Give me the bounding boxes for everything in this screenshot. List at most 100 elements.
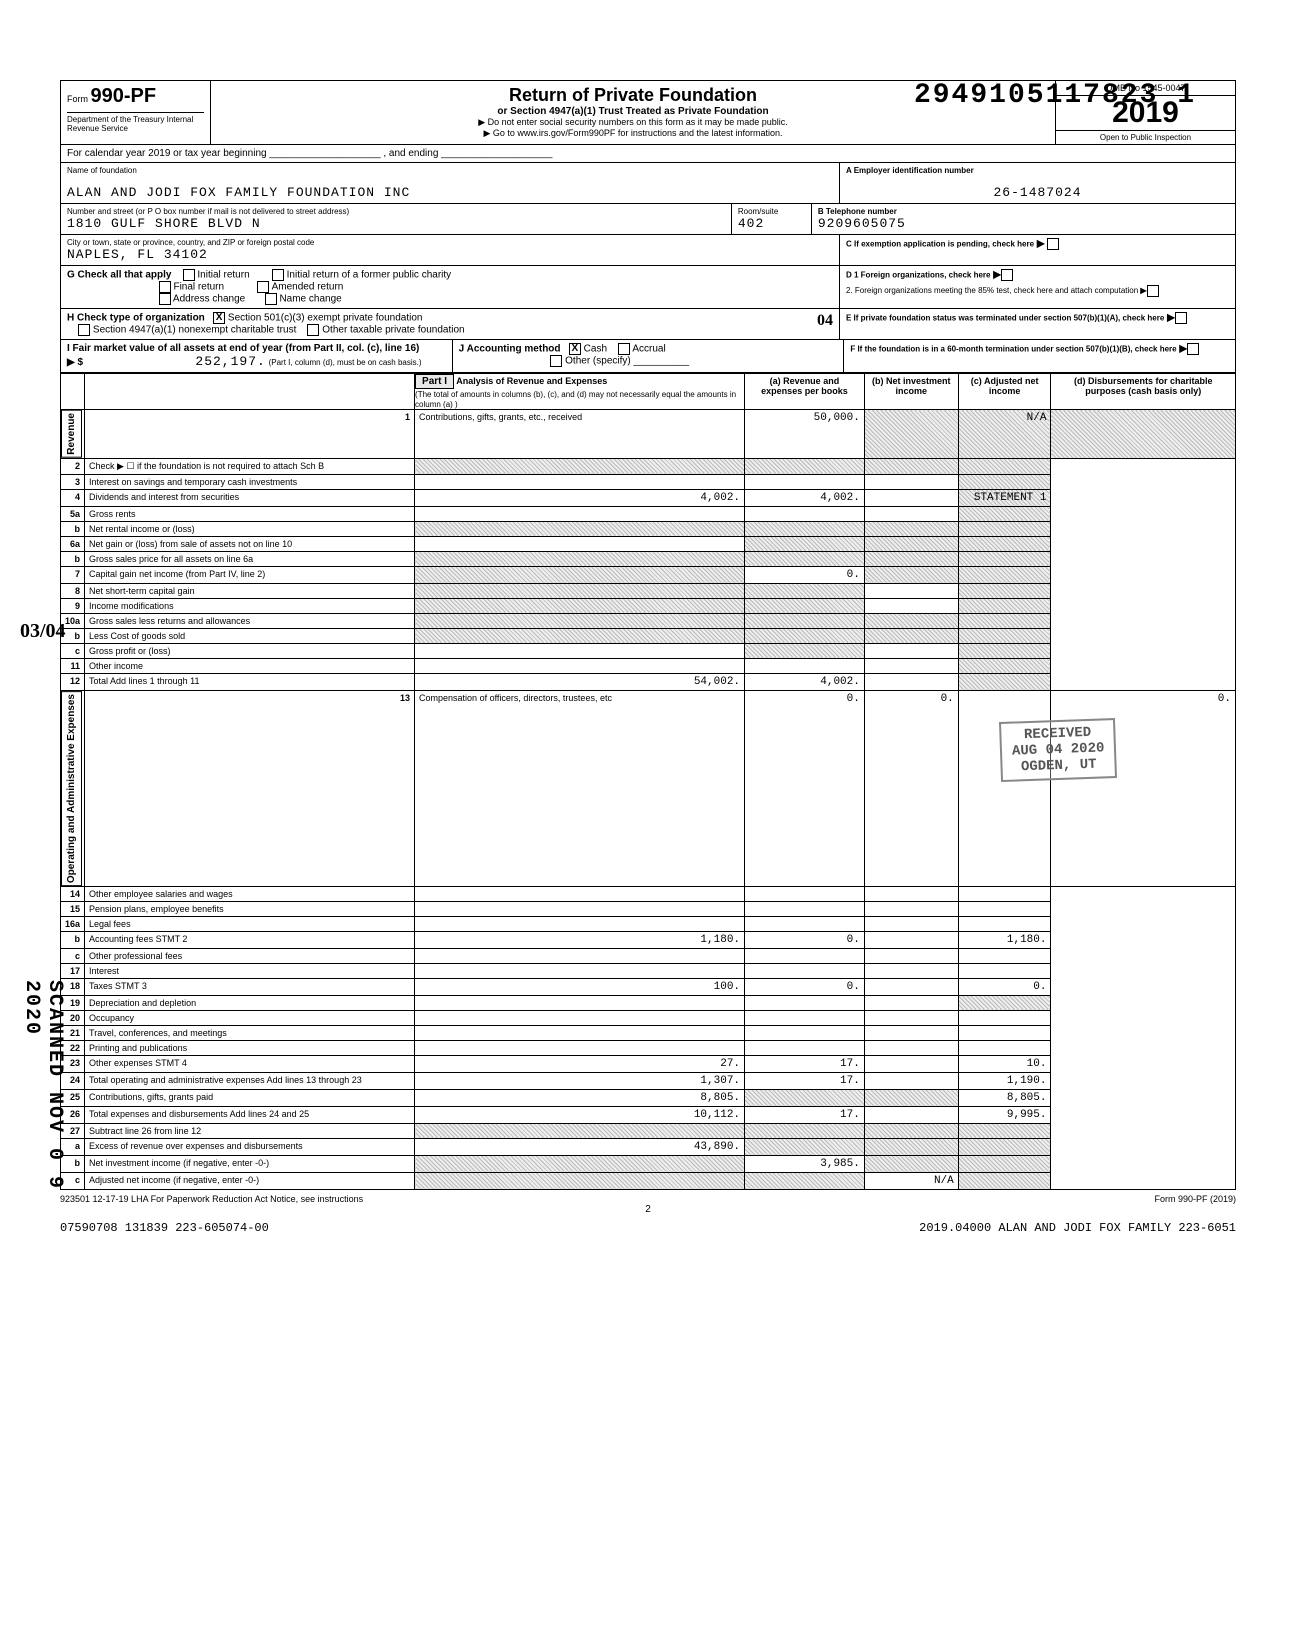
line-description: Excess of revenue over expenses and disb… <box>85 1138 415 1155</box>
g-initial-return[interactable] <box>183 269 195 281</box>
j-other-checkbox[interactable] <box>550 355 562 367</box>
received-stamp: RECEIVED AUG 04 2020 OGDEN, UT <box>999 718 1117 782</box>
line-description: Net short-term capital gain <box>85 583 415 598</box>
scanned-stamp: SCANNED NOV 0 9 2020 <box>20 980 66 1235</box>
form-prefix: Form <box>67 94 88 104</box>
cell-b: 4,002. <box>745 489 865 506</box>
line-description: Gross sales price for all assets on line… <box>85 551 415 566</box>
line-description: Check ▶ ☐ if the foundation is not requi… <box>85 458 415 474</box>
cell-b <box>745 628 865 643</box>
line-description: Accounting fees STMT 2 <box>85 931 415 948</box>
table-row: 17Interest <box>61 963 1236 978</box>
cell-a <box>415 521 745 536</box>
box-i-note: (Part I, column (d), must be on cash bas… <box>269 358 422 367</box>
fmv-assets: 252,197. <box>86 354 266 369</box>
table-row: 2Check ▶ ☐ if the foundation is not requ… <box>61 458 1236 474</box>
cell-b <box>745 551 865 566</box>
g-former-public-charity[interactable] <box>272 269 284 281</box>
line-number: 15 <box>61 901 85 916</box>
line-description: Net gain or (loss) from sale of assets n… <box>85 536 415 551</box>
col-d-header: (d) Disbursements for charitable purpose… <box>1051 374 1236 410</box>
cell-c <box>864 1010 958 1025</box>
line-description: Printing and publications <box>85 1040 415 1055</box>
cell-a <box>415 536 745 551</box>
cell-b: 0. <box>745 978 865 995</box>
table-row: cGross profit or (loss) <box>61 643 1236 658</box>
table-row: 20Occupancy <box>61 1010 1236 1025</box>
h-other-taxable-checkbox[interactable] <box>307 324 319 336</box>
cell-a <box>415 458 745 474</box>
cell-c <box>864 673 958 690</box>
cell-d <box>958 1138 1051 1155</box>
cell-a <box>415 948 745 963</box>
cell-c <box>864 566 958 583</box>
cell-d: 1,180. <box>958 931 1051 948</box>
box-e-checkbox[interactable] <box>1175 312 1187 324</box>
line-description: Pension plans, employee benefits <box>85 901 415 916</box>
table-row: bAccounting fees STMT 21,180.0.1,180. <box>61 931 1236 948</box>
line-description: Net investment income (if negative, ente… <box>85 1155 415 1172</box>
line-description: Total expenses and disbursements Add lin… <box>85 1106 415 1123</box>
h-501c3-checkbox[interactable]: X <box>213 312 225 324</box>
cell-a <box>415 583 745 598</box>
g-final-return[interactable] <box>159 281 171 293</box>
footer-left: 923501 12-17-19 LHA For Paperwork Reduct… <box>60 1194 363 1204</box>
cell-a <box>415 1025 745 1040</box>
line-description: Occupancy <box>85 1010 415 1025</box>
line-number: 8 <box>61 583 85 598</box>
table-row: 24Total operating and administrative exp… <box>61 1072 1236 1089</box>
cell-c <box>864 536 958 551</box>
g-opt-4: Amended return <box>272 282 344 293</box>
cell-a: 4,002. <box>415 489 745 506</box>
cell-a: 1,307. <box>415 1072 745 1089</box>
line-number: c <box>61 948 85 963</box>
table-row: 5aGross rents <box>61 506 1236 521</box>
line-description: Contributions, gifts, grants paid <box>85 1089 415 1106</box>
col-b-header: (b) Net investment income <box>864 374 958 410</box>
cell-a: 1,180. <box>415 931 745 948</box>
g-address-change[interactable] <box>159 293 171 305</box>
box-h-label: H Check type of organization <box>67 313 205 324</box>
cell-d <box>958 658 1051 673</box>
line-number: 2 <box>61 458 85 474</box>
cell-b: 4,002. <box>745 673 865 690</box>
cell-c <box>864 1123 958 1138</box>
cell-d <box>958 628 1051 643</box>
cell-a: 54,002. <box>415 673 745 690</box>
table-row: 25Contributions, gifts, grants paid8,805… <box>61 1089 1236 1106</box>
cell-b <box>745 995 865 1010</box>
cell-c <box>864 643 958 658</box>
line-description: Other professional fees <box>85 948 415 963</box>
footer-bottom-left: 07590708 131839 223-605074-00 <box>60 1221 269 1235</box>
cell-c <box>864 458 958 474</box>
line-number: 7 <box>61 566 85 583</box>
table-row: bGross sales price for all assets on lin… <box>61 551 1236 566</box>
box-f-label: F If the foundation is in a 60-month ter… <box>850 345 1176 354</box>
box-g-label: G Check all that apply <box>67 270 171 281</box>
footer-right: Form 990-PF (2019) <box>1154 1194 1236 1204</box>
line-number: b <box>61 551 85 566</box>
box-d1-label: D 1 Foreign organizations, check here <box>846 271 990 280</box>
page-number: 2 <box>60 1204 1236 1215</box>
cell-d <box>958 1155 1051 1172</box>
j-cash-checkbox[interactable]: X <box>569 343 581 355</box>
h-4947-checkbox[interactable] <box>78 324 90 336</box>
g-amended-return[interactable] <box>257 281 269 293</box>
j-accrual-checkbox[interactable] <box>618 343 630 355</box>
box-c-checkbox[interactable] <box>1047 238 1059 250</box>
table-row: 22Printing and publications <box>61 1040 1236 1055</box>
box-d1-checkbox[interactable] <box>1001 269 1013 281</box>
cell-d: 8,805. <box>958 1089 1051 1106</box>
cell-c <box>864 948 958 963</box>
cell-d <box>958 643 1051 658</box>
cell-c <box>864 1106 958 1123</box>
g-name-change[interactable] <box>265 293 277 305</box>
cell-b <box>745 1010 865 1025</box>
city-state-zip: NAPLES, FL 34102 <box>67 247 833 262</box>
h-opt-2: Other taxable private foundation <box>322 325 464 336</box>
cell-b <box>745 1172 865 1189</box>
room-label: Room/suite <box>738 207 805 216</box>
cell-d <box>958 598 1051 613</box>
box-f-checkbox[interactable] <box>1187 343 1199 355</box>
box-d2-checkbox[interactable] <box>1147 285 1159 297</box>
